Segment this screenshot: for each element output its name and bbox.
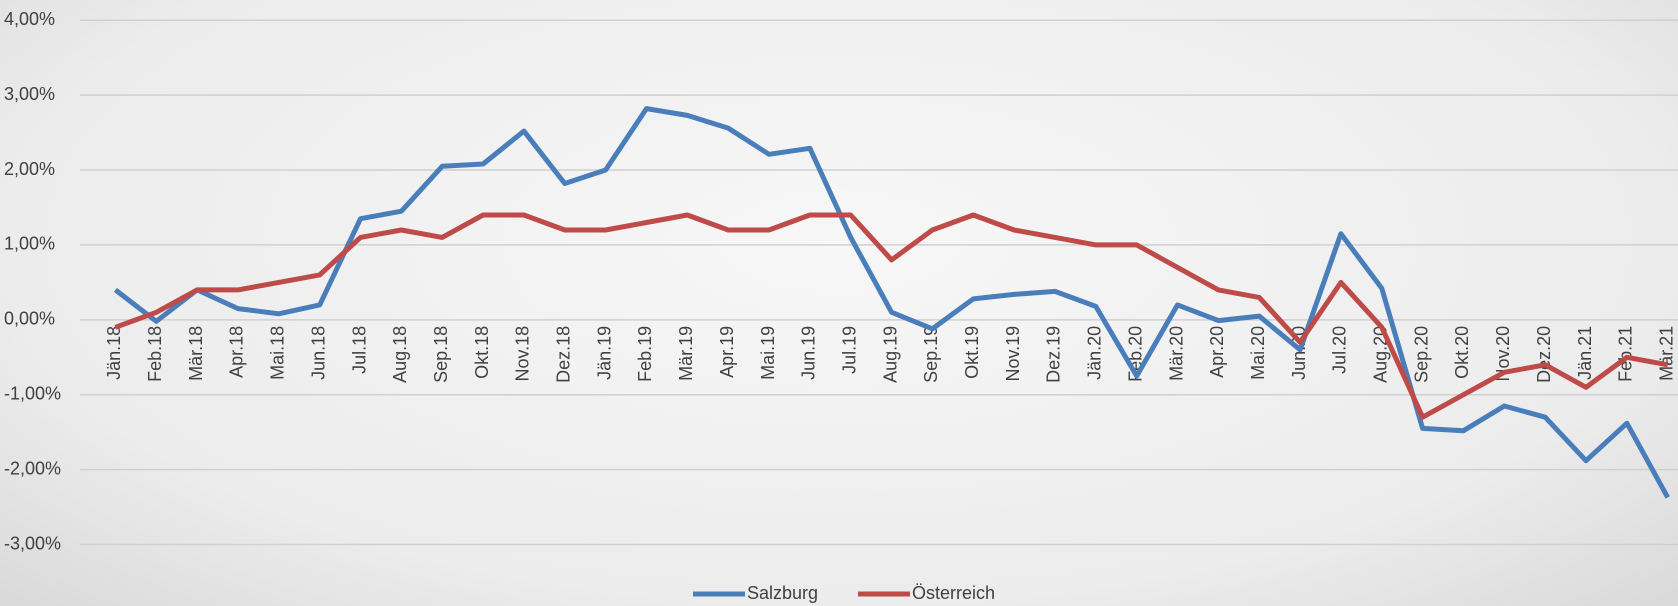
- x-tick-label: Apr.20: [1207, 326, 1227, 378]
- x-tick-label: Mai.18: [268, 326, 288, 380]
- x-tick-label: Mär.18: [186, 326, 206, 381]
- x-tick-label: Mai.20: [1248, 326, 1268, 380]
- y-tick-label: 2,00%: [4, 159, 55, 179]
- x-tick-label: Dez.18: [554, 326, 574, 383]
- x-tick-label: Mär.21: [1656, 326, 1676, 381]
- x-tick-label: Okt.18: [472, 326, 492, 379]
- y-tick-label: 0,00%: [4, 309, 55, 329]
- y-tick-label: -3,00%: [4, 533, 61, 553]
- x-tick-label: Jän.18: [104, 326, 124, 380]
- x-tick-label: Feb.21: [1616, 326, 1636, 382]
- x-tick-label: Jun.18: [308, 326, 328, 380]
- y-tick-label: 3,00%: [4, 84, 55, 104]
- y-tick-label: 4,00%: [4, 9, 55, 29]
- x-tick-label: Jän.19: [594, 326, 614, 380]
- x-tick-label: Jul.19: [839, 326, 859, 374]
- legend-label: Salzburg: [747, 583, 818, 603]
- x-tick-label: Mär.20: [1166, 326, 1186, 381]
- y-tick-label: 1,00%: [4, 234, 55, 254]
- x-tick-label: Jul.20: [1330, 326, 1350, 374]
- legend-label: Österreich: [912, 583, 995, 603]
- x-tick-label: Apr.19: [717, 326, 737, 378]
- x-tick-label: Jän.21: [1575, 326, 1595, 380]
- x-tick-label: Jun.19: [799, 326, 819, 380]
- x-tick-label: Okt.19: [962, 326, 982, 379]
- x-tick-label: Apr.18: [227, 326, 247, 378]
- x-tick-label: Dez.19: [1044, 326, 1064, 383]
- series-line: [113, 106, 1670, 499]
- x-tick-label: Nov.19: [1003, 326, 1023, 382]
- x-tick-label: Nov.20: [1493, 326, 1513, 382]
- x-tick-label: Feb.19: [635, 326, 655, 382]
- y-tick-label: -2,00%: [4, 458, 61, 478]
- x-tick-label: Jän.20: [1085, 326, 1105, 380]
- x-tick-label: Mär.19: [676, 326, 696, 381]
- x-tick-label: Sep.20: [1411, 326, 1431, 383]
- x-tick-label: Sep.19: [921, 326, 941, 383]
- x-tick-label: Mai.19: [758, 326, 778, 380]
- x-tick-label: Aug.19: [880, 326, 900, 383]
- x-tick-label: Nov.18: [513, 326, 533, 382]
- x-tick-label: Feb.18: [145, 326, 165, 382]
- x-tick-label: Dez.20: [1534, 326, 1554, 383]
- x-tick-label: Jul.18: [349, 326, 369, 374]
- series-line: [114, 212, 1669, 420]
- y-tick-label: -1,00%: [4, 383, 61, 403]
- x-tick-label: Sep.18: [431, 326, 451, 383]
- x-tick-label: Okt.20: [1452, 326, 1472, 379]
- x-tick-label: Aug.18: [390, 326, 410, 383]
